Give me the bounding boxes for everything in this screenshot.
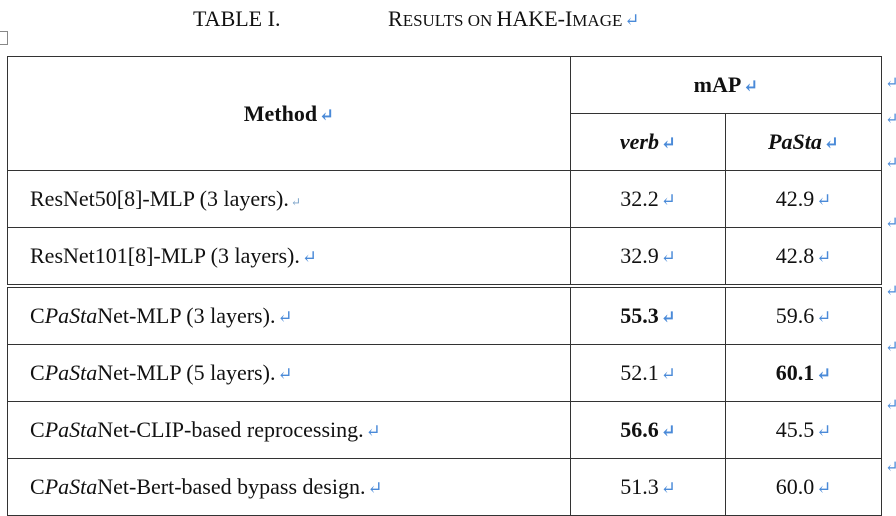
paragraph-mark-icon: ↵ — [823, 133, 839, 153]
cell-end-mark-icon: ↵ — [885, 459, 896, 476]
verb-cell: 32.2 ↵ — [570, 170, 726, 228]
paragraph-mark-icon: ↵ — [660, 421, 676, 441]
paragraph-mark-icon: ↵ — [365, 421, 381, 441]
paragraph-mark-icon: ↵ — [816, 364, 832, 384]
pasta-header-cell: PaSta ↵ — [725, 113, 882, 171]
cell-end-mark-icon: ↵ — [885, 215, 896, 232]
method-prefix: ResNet101[8]-MLP (3 layers). — [30, 243, 300, 268]
verb-value: 32.9 — [620, 243, 659, 268]
pasta-value: 60.1 — [775, 360, 815, 385]
paragraph-mark-icon: ↵ — [660, 307, 676, 327]
paragraph-mark-icon: ↵ — [660, 247, 676, 267]
verb-header: verb — [619, 129, 659, 154]
paragraph-mark-icon: ↵ — [816, 307, 832, 327]
verb-value: 56.6 — [620, 417, 659, 442]
pasta-cell: 60.1 ↵ — [725, 344, 882, 402]
subheader-row: verb ↵ PaSta ↵ — [8, 113, 882, 171]
verb-value: 52.1 — [620, 360, 659, 385]
verb-cell: 32.9 ↵ — [570, 227, 726, 287]
cell-end-mark-icon: ↵ — [885, 283, 896, 300]
paragraph-mark-icon: ↵ — [367, 478, 383, 498]
pasta-header: PaSta — [768, 129, 822, 154]
method-italic: PaSta — [44, 417, 98, 442]
table-row: CPaStaNet-MLP (5 layers). ↵ 52.1 ↵ 60.1 ↵ — [7, 344, 882, 402]
method-suffix: Net-Bert-based bypass design. — [97, 474, 366, 499]
table-title: RESULTS ON HAKE-IMAGE ↵ — [388, 6, 640, 31]
table-label: TABLE I. — [193, 6, 281, 31]
paragraph-mark-icon: ↵ — [301, 247, 317, 267]
map-header-cell: mAP ↵ — [570, 56, 882, 114]
method-prefix: ResNet50[8]-MLP (3 layers). — [30, 186, 289, 211]
paragraph-mark-icon: ↵ — [816, 247, 832, 267]
method-suffix: Net-MLP (3 layers). — [97, 303, 276, 328]
pasta-cell: 60.0 ↵ — [725, 458, 882, 516]
paragraph-mark-icon: ↵ — [660, 190, 676, 210]
paragraph-mark-icon: ↵ — [319, 104, 335, 125]
pasta-cell: 45.5 ↵ — [725, 401, 882, 459]
verb-cell: 52.1 ↵ — [570, 344, 726, 402]
pasta-value: 42.8 — [775, 243, 815, 268]
paragraph-mark-icon: ↵ — [660, 478, 676, 498]
paragraph-mark-icon: ↵ — [624, 10, 640, 30]
table-row: ResNet101[8]-MLP (3 layers). ↵ 32.9 ↵ 42.8 ↵ — [7, 227, 882, 287]
verb-value: 55.3 — [620, 303, 659, 328]
cell-end-mark-icon: ↵ — [885, 397, 896, 414]
verb-cell: 51.3 ↵ — [570, 458, 726, 516]
method-suffix: Net-CLIP-based reprocessing. — [97, 417, 364, 442]
method-cell: CPaStaNet-MLP (3 layers). ↵ — [7, 284, 571, 345]
pasta-cell: 42.9 ↵ — [725, 170, 882, 228]
cell-end-marks: ↵ ↵ ↵ ↵ ↵ ↵ ↵ ↵ — [885, 56, 896, 496]
paragraph-mark-icon: ↵ — [660, 364, 676, 384]
table-row: ResNet50[8]-MLP (3 layers). ↵ 32.2 ↵ 42.9 ↵ — [7, 170, 882, 228]
method-prefix: C — [30, 360, 45, 385]
paragraph-mark-icon: ↵ — [816, 478, 832, 498]
paragraph-mark-icon: ↵ — [277, 364, 293, 384]
cell-end-mark-icon: ↵ — [885, 339, 896, 356]
pasta-cell: 42.8 ↵ — [725, 227, 882, 287]
method-prefix: C — [30, 474, 45, 499]
method-italic: PaSta — [44, 303, 98, 328]
table-body: ResNet50[8]-MLP (3 layers). ↵ 32.2 ↵ 42.9 ↵ Re… — [7, 170, 882, 516]
cell-end-mark-icon: ↵ — [885, 111, 896, 128]
table-anchor-icon[interactable] — [0, 31, 8, 45]
verb-cell: 56.6 ↵ — [570, 401, 726, 459]
results-table: Method ↵ mAP ↵ verb ↵ PaSta ↵ ResNet50[8]-ML… — [7, 56, 882, 516]
method-italic: PaSta — [44, 360, 98, 385]
paragraph-mark-icon: ↵ — [290, 195, 301, 209]
method-italic: PaSta — [44, 474, 98, 499]
method-header: Method — [243, 100, 318, 126]
cell-end-mark-icon: ↵ — [885, 75, 896, 92]
method-header-cell: Method ↵ — [7, 56, 571, 171]
paragraph-mark-icon: ↵ — [816, 190, 832, 210]
table-row: CPaStaNet-MLP (3 layers). ↵ 55.3 ↵ 59.6 ↵ — [7, 284, 882, 345]
method-prefix: C — [30, 417, 45, 442]
map-header: mAP — [693, 72, 742, 97]
paragraph-mark-icon: ↵ — [661, 133, 677, 153]
pasta-cell: 59.6 ↵ — [725, 284, 882, 345]
cell-end-mark-icon: ↵ — [885, 155, 896, 172]
pasta-value: 60.0 — [775, 474, 815, 499]
method-cell: ResNet101[8]-MLP (3 layers). ↵ — [7, 227, 571, 287]
paragraph-mark-icon: ↵ — [816, 421, 832, 441]
verb-value: 51.3 — [620, 474, 659, 499]
method-cell: CPaStaNet-CLIP-based reprocessing. ↵ — [7, 401, 571, 459]
pasta-value: 59.6 — [775, 303, 815, 328]
method-prefix: C — [30, 303, 45, 328]
verb-header-cell: verb ↵ — [570, 113, 726, 171]
paragraph-mark-icon: ↵ — [277, 307, 293, 327]
pasta-value: 45.5 — [775, 417, 815, 442]
paragraph-mark-icon: ↵ — [743, 76, 759, 96]
verb-cell: 55.3 ↵ — [570, 284, 726, 345]
method-cell: CPaStaNet-MLP (5 layers). ↵ — [7, 344, 571, 402]
method-suffix: Net-MLP (5 layers). — [97, 360, 276, 385]
table-row: CPaStaNet-Bert-based bypass design. ↵ 51.3… — [7, 458, 882, 516]
table-caption: TABLE I. RESULTS ON HAKE-IMAGE ↵ — [0, 4, 896, 34]
verb-value: 32.2 — [620, 186, 659, 211]
header-row: Method ↵ mAP ↵ — [7, 56, 882, 171]
pasta-value: 42.9 — [775, 186, 815, 211]
method-cell: ResNet50[8]-MLP (3 layers). ↵ — [7, 170, 571, 228]
method-cell: CPaStaNet-Bert-based bypass design. ↵ — [7, 458, 571, 516]
table-row: CPaStaNet-CLIP-based reprocessing. ↵ 56.6 ↵… — [7, 401, 882, 459]
